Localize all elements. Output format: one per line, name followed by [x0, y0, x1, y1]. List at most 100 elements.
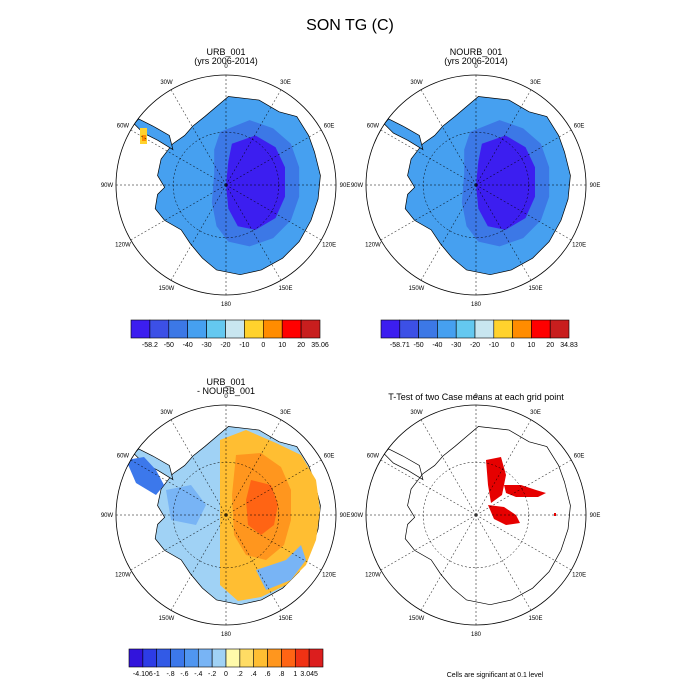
meridian-line: [380, 459, 477, 516]
colorbar-tick-label: 10: [528, 342, 536, 349]
longitude-label: 180: [221, 302, 232, 308]
colorbar-swatch: [244, 319, 264, 339]
colorbar-tick-label: 20: [546, 342, 554, 349]
longitude-label: 30W: [410, 80, 423, 86]
longitude-label: 120E: [572, 573, 586, 579]
panel-ttest: T-Test of two Case means at each grid po…: [351, 392, 601, 638]
colorbar-swatch: [206, 319, 226, 339]
colorbar-tick-label: 0: [261, 342, 265, 349]
colorbar-tick-label: 10: [278, 342, 286, 349]
colorbar-swatch: [130, 319, 151, 339]
colorbar-tick-label: .4: [251, 671, 257, 678]
polar-map: 0 30E 60E 90E 120E 150E 180 150W 120W 90W 60W 30W: [351, 394, 601, 638]
colorbar-swatch: [267, 648, 282, 668]
longitude-label: 60E: [574, 454, 585, 460]
colorbar-swatch: [225, 648, 241, 668]
meridian-line: [420, 419, 477, 516]
map-boundary: [115, 404, 337, 626]
colorbar-swatch: [493, 319, 513, 339]
meridian-line: [475, 514, 572, 571]
longitude-label: 120E: [322, 573, 336, 579]
colorbar-swatch: [300, 319, 321, 339]
map-graticule: 0 30E 60E 90E 120E 150E 180 150W 120W 90W 60W 30W: [351, 64, 601, 308]
meridian-line: [475, 514, 532, 611]
colorbar-swatch: [455, 319, 476, 339]
longitude-label: 60W: [367, 454, 380, 460]
longitude-label: 30E: [280, 80, 291, 86]
colorbar-tick-label: -4.106: [133, 671, 153, 678]
colorbar-tick-label: -30: [202, 342, 212, 349]
colorbar-tick-label: -.6: [180, 671, 188, 678]
panel-title: T-Test of two Case means at each grid po…: [388, 392, 564, 402]
colorbar-swatch: [197, 648, 213, 668]
panel-subtitle: - NOURB_001: [197, 386, 255, 396]
colorbar-swatch: [239, 648, 255, 668]
significance-note: Cells are significant at 0.1 level: [447, 672, 544, 679]
colorbar-swatch: [142, 648, 158, 668]
meridian-line: [380, 514, 477, 571]
colorbar-swatch: [170, 648, 185, 668]
map-boundary: [365, 404, 587, 626]
colorbar-swatch: [281, 319, 302, 339]
longitude-label: 90E: [340, 513, 351, 519]
longitude-label: 0: [474, 64, 478, 70]
longitude-label: 150E: [528, 616, 542, 622]
longitude-label: 30W: [160, 410, 173, 416]
colorbar-tick-label: -.4: [194, 671, 202, 678]
panel-urb: URB_001 (yrs 2006-2014) 0 30E 60E 90E 120E 15…: [101, 47, 351, 308]
colorbar-tick-label: -20: [470, 342, 480, 349]
panel-title: URB_001: [206, 377, 245, 387]
longitude-label: 150W: [409, 286, 425, 292]
longitude-label: 60W: [117, 124, 130, 130]
longitude-label: 120W: [115, 243, 131, 249]
map-graticule: 0 30E 60E 90E 120E 150E 180 150W 120W 90W 60W 30W: [101, 64, 351, 308]
longitude-label: 150W: [159, 616, 175, 622]
colorbar-tick-label: .8: [279, 671, 285, 678]
colorbar-swatch: [418, 319, 438, 339]
colorbar-swatch: [262, 319, 283, 339]
longitude-label: 0: [224, 394, 228, 400]
polar-map: 0 30E 60E 90E 120E 150E 180 150W 120W 90W 60W 30W: [101, 64, 351, 308]
colorbar-swatch: [437, 319, 457, 339]
colorbar-swatch: [531, 319, 551, 339]
longitude-label: 0: [224, 64, 228, 70]
colorbar-tick-label: -50: [164, 342, 174, 349]
colorbar-tick-label: -.8: [166, 671, 174, 678]
colorbar-swatch: [512, 319, 532, 339]
colorbar-swatch: [294, 648, 310, 668]
polar-map: 0 30E 60E 90E 120E 150E 180 150W 120W 90W 60W 30W: [101, 394, 351, 638]
colorbar-swatch: [184, 648, 199, 668]
colorbar-tick-label: -40: [183, 342, 193, 349]
longitude-label: 90E: [590, 183, 601, 189]
longitude-label: 90W: [351, 513, 364, 519]
colorbar-tick-label: -58.2: [142, 342, 158, 349]
longitude-label: 120E: [322, 243, 336, 249]
colorbar-tick-label: 1: [293, 671, 297, 678]
colorbar-difference: -4.106 -1 -.8 -.6 -.4 -.2 0 .2 .4 .6 .8 1 3.045: [128, 648, 324, 678]
colorbar-swatch: [308, 648, 324, 668]
temperature-field: [133, 95, 321, 276]
figure-title: SON TG (C): [306, 17, 394, 34]
meridian-line: [420, 514, 477, 611]
polar-map: 0 30E 60E 90E 120E 150E 180 150W 120W 90W 60W 30W: [351, 64, 601, 308]
colorbar-swatch: [168, 319, 189, 339]
difference-field: [126, 425, 321, 606]
colorbar-tick-label: .6: [265, 671, 271, 678]
colorbar-swatch: [225, 319, 245, 339]
colorbar-swatch: [380, 319, 401, 339]
longitude-label: 180: [221, 632, 232, 638]
colorbar-tick-label: 35.06: [311, 342, 329, 349]
significant-cells: [504, 485, 546, 497]
colorbar-swatch: [156, 648, 171, 668]
longitude-label: 30W: [410, 410, 423, 416]
colorbar-swatch: [281, 648, 296, 668]
colorbar-tick-label: 34.83: [560, 342, 578, 349]
panel-subtitle: (yrs 2006-2014): [194, 56, 258, 66]
colorbar-tick-label: -40: [432, 342, 442, 349]
longitude-label: 90W: [101, 183, 114, 189]
longitude-label: 90E: [340, 183, 351, 189]
longitude-label: 120W: [365, 243, 381, 249]
longitude-label: 90W: [351, 183, 364, 189]
colorbar-swatch: [549, 319, 570, 339]
colorbar-swatch: [253, 648, 268, 668]
